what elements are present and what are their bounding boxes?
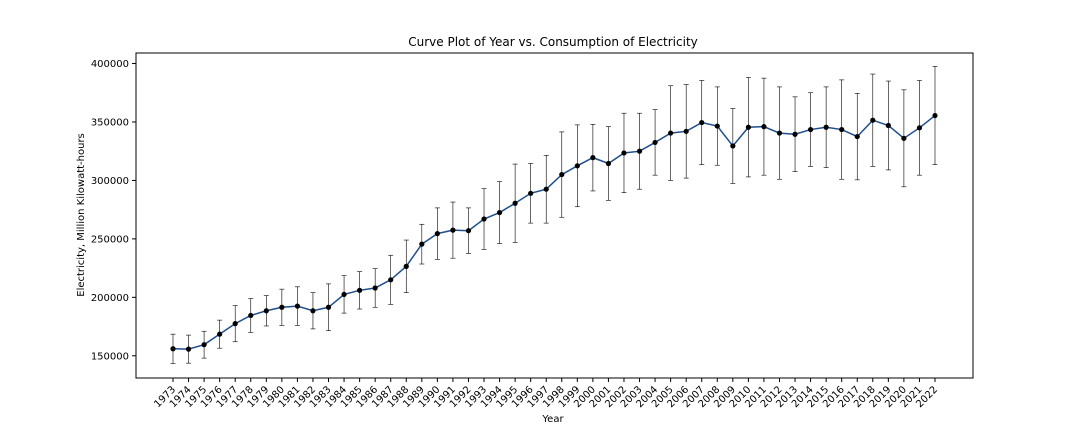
y-tick-label: 300000 [91, 176, 129, 187]
data-point [357, 287, 363, 293]
data-point [341, 291, 347, 298]
data-point [403, 263, 409, 269]
y-axis: 150000 200000 250000 300000 350000 400000 [91, 59, 136, 362]
y-tick-label: 150000 [91, 351, 129, 362]
data-point [668, 130, 674, 136]
y-tick-label: 400000 [91, 59, 129, 70]
data-point [854, 133, 860, 140]
x-axis: 1973197419751976197719781979198019811982… [152, 378, 940, 410]
data-point [683, 128, 689, 134]
data-point [543, 186, 549, 192]
data-point [636, 148, 643, 154]
data-point [761, 124, 767, 130]
data-point [325, 304, 332, 310]
data-point [434, 231, 440, 237]
data-point [870, 117, 876, 123]
series-line [172, 114, 936, 350]
data-point [932, 112, 938, 119]
data-point [419, 241, 425, 247]
chart-title: Curve Plot of Year vs. Consumption of El… [408, 35, 698, 49]
data-points [170, 112, 938, 352]
data-point [823, 124, 829, 130]
y-tick-label: 200000 [91, 293, 129, 304]
data-point [310, 308, 316, 314]
data-point [294, 303, 301, 309]
data-point [901, 135, 907, 141]
data-point [714, 123, 720, 129]
data-point [217, 331, 223, 337]
y-tick-label: 250000 [91, 234, 129, 245]
data-point [201, 342, 207, 348]
data-point [185, 346, 192, 352]
data-point [465, 228, 472, 234]
data-point [496, 209, 503, 216]
data-point [512, 200, 518, 206]
data-point [621, 150, 627, 156]
y-axis-title: Electricity, Million Kilowatt-hours [76, 133, 87, 297]
data-point [528, 190, 534, 196]
data-point [745, 124, 751, 130]
data-point [232, 321, 238, 327]
data-point [730, 143, 736, 149]
data-point [481, 216, 487, 222]
data-point [792, 131, 798, 137]
data-point [652, 139, 658, 146]
data-point [559, 171, 565, 178]
data-point [372, 285, 378, 291]
data-point [263, 308, 269, 314]
error-bars [170, 66, 938, 364]
data-point [916, 125, 923, 131]
plot-area [135, 52, 974, 379]
data-point [807, 126, 814, 133]
data-point [170, 346, 176, 352]
data-point [450, 227, 456, 233]
data-point [605, 160, 612, 167]
data-point [248, 312, 254, 319]
x-axis-title: Year [541, 414, 564, 425]
data-point [590, 155, 596, 161]
data-point [574, 163, 580, 169]
data-point [885, 122, 891, 129]
data-point [388, 277, 394, 283]
y-tick-label: 350000 [91, 117, 129, 128]
data-point [279, 304, 285, 310]
data-point [839, 126, 845, 133]
data-point [776, 130, 783, 136]
data-point [699, 119, 705, 126]
